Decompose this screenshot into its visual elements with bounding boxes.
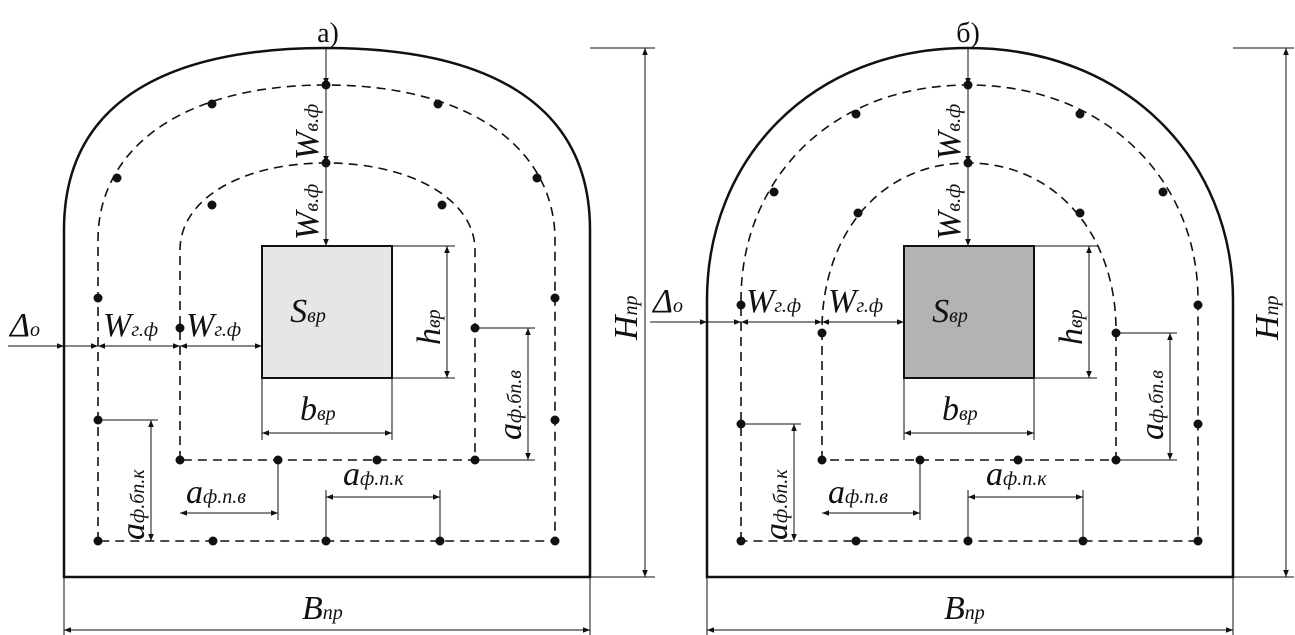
hole xyxy=(1076,209,1085,218)
cut-zone-b xyxy=(904,246,1034,378)
hole xyxy=(208,201,217,210)
hole xyxy=(434,100,443,109)
delta-label-a: Δо xyxy=(8,307,40,344)
b-label-b: bвр xyxy=(942,391,978,428)
hole xyxy=(852,537,861,546)
hole xyxy=(737,537,746,546)
panel-b-title: б) xyxy=(956,18,980,49)
afbpk-label-b: aф.бп.к xyxy=(758,469,795,540)
h-label-b: hвр xyxy=(1053,309,1090,345)
hole xyxy=(1194,301,1203,310)
hole xyxy=(854,209,863,218)
panel-b: б) Sвр xyxy=(650,18,1294,635)
hole xyxy=(373,456,382,465)
delta-label-b: Δо xyxy=(651,283,683,320)
hole xyxy=(852,110,861,119)
hole xyxy=(1194,420,1203,429)
hole xyxy=(94,294,103,303)
hole xyxy=(113,174,122,183)
w-g-label-1-a: Wг.ф xyxy=(103,307,158,344)
hole xyxy=(1194,537,1203,546)
w-v-label-2-b: Wв.ф xyxy=(931,184,968,240)
w-v-label-1-a: Wв.ф xyxy=(289,104,326,160)
h-label-a: hвр xyxy=(411,309,448,345)
w-v-label-2-a: Wв.ф xyxy=(289,184,326,240)
afbpk-label-a: aф.бп.к xyxy=(115,469,152,540)
w-g-label-2-a: Wг.ф xyxy=(186,307,241,344)
H-label-a: Hпр xyxy=(608,295,645,341)
hole xyxy=(176,456,185,465)
hole xyxy=(1014,456,1023,465)
hole xyxy=(208,100,217,109)
afbpv-label-a: aф.бп.в xyxy=(492,370,529,440)
hole xyxy=(438,201,447,210)
hole xyxy=(533,174,542,183)
H-label-b: Hпр xyxy=(1249,295,1286,341)
panel-a: а) Sвр xyxy=(8,18,655,635)
hole xyxy=(94,537,103,546)
hole xyxy=(1159,188,1168,197)
hole xyxy=(551,416,560,425)
afpv-label-b: aф.п.в xyxy=(828,474,888,511)
hole xyxy=(551,294,560,303)
panel-a-title: а) xyxy=(317,18,339,49)
afbpv-label-b: aф.бп.в xyxy=(1134,370,1171,440)
hole xyxy=(770,188,779,197)
cut-zone-a xyxy=(262,246,392,378)
hole xyxy=(818,329,827,338)
hole xyxy=(209,537,218,546)
hole xyxy=(818,456,827,465)
w-g-label-2-b: Wг.ф xyxy=(828,283,883,320)
b-label-a: bвр xyxy=(300,391,336,428)
w-v-label-1-b: Wв.ф xyxy=(931,104,968,160)
hole xyxy=(176,324,185,333)
afpv-label-a: aф.п.в xyxy=(186,474,246,511)
B-label-a: Bпр xyxy=(302,590,343,627)
hole xyxy=(1076,110,1085,119)
hole xyxy=(551,537,560,546)
w-g-label-1-b: Wг.ф xyxy=(746,283,801,320)
B-label-b: Bпр xyxy=(944,590,985,627)
hole xyxy=(737,301,746,310)
